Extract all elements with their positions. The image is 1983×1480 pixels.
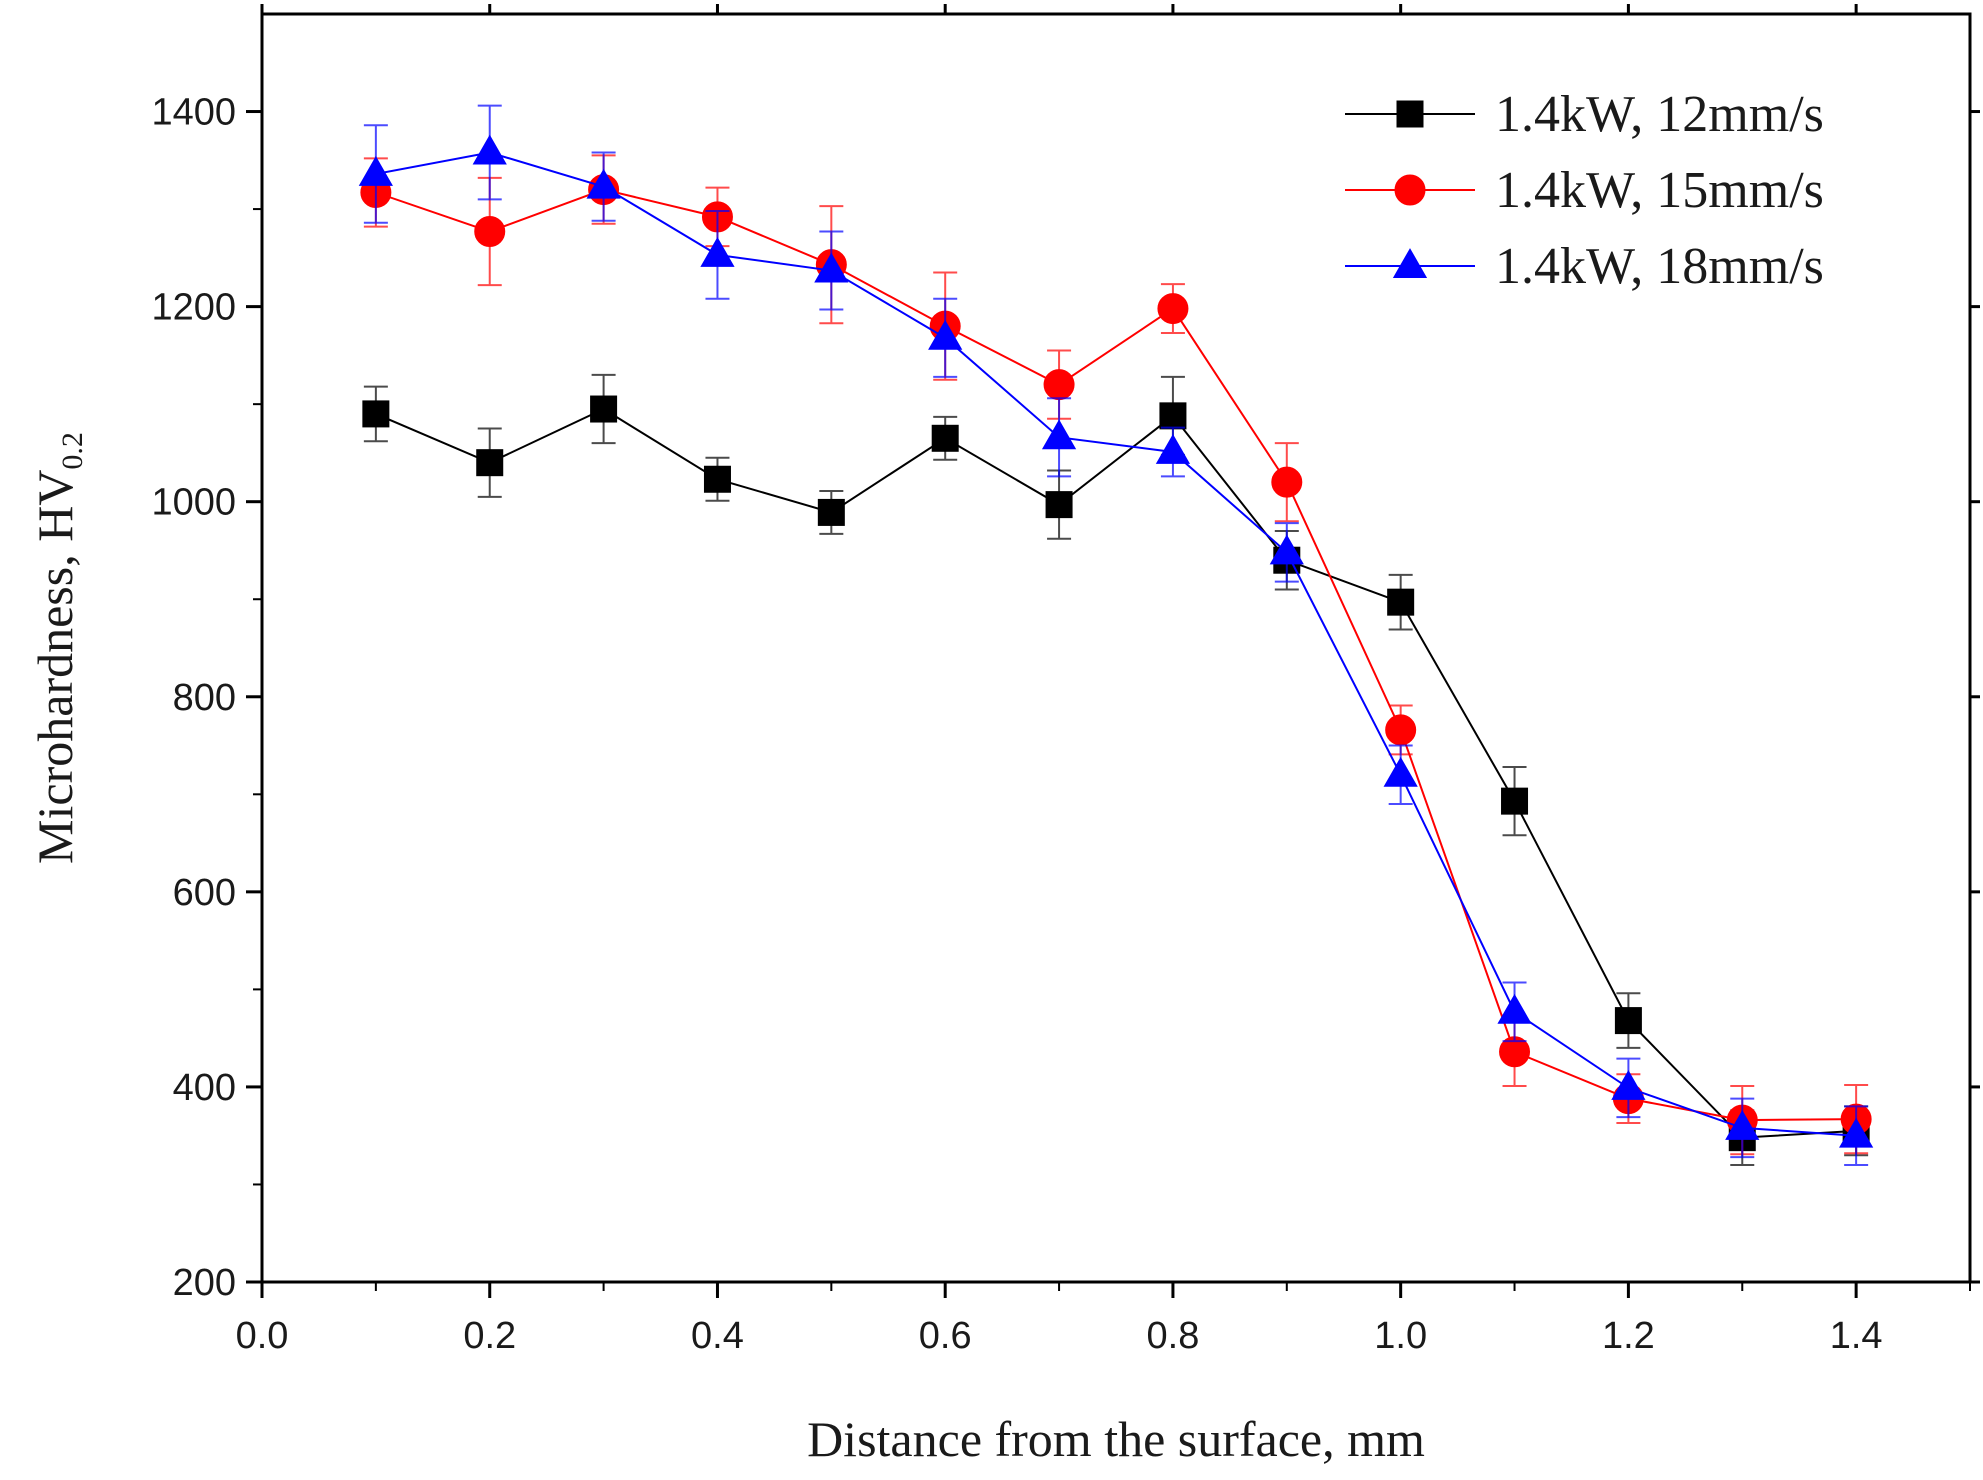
- x-tick-label: 0.0: [236, 1315, 289, 1357]
- data-point: [1383, 756, 1418, 787]
- series-2: [360, 154, 1872, 1156]
- y-tick-label: 1000: [151, 482, 236, 524]
- x-tick-label: 0.8: [1147, 1315, 1200, 1357]
- data-point: [1385, 714, 1417, 746]
- data-point: [703, 465, 731, 493]
- data-point: [590, 395, 618, 423]
- x-tick-label: 1.2: [1602, 1315, 1655, 1357]
- data-point: [1839, 1117, 1874, 1148]
- data-point: [1159, 402, 1187, 430]
- data-point: [1043, 369, 1075, 401]
- y-tick-label: 1400: [151, 92, 236, 134]
- y-tick-label: 600: [173, 872, 236, 914]
- y-axis-title-main: Microhardness, HV: [27, 470, 83, 864]
- y-axis-title-subscript: 0.2: [56, 432, 89, 470]
- series-line: [375, 188, 1857, 1122]
- series-3: [358, 104, 1874, 1166]
- plot-frame: [260, 12, 1972, 1284]
- data-point: [1045, 491, 1073, 519]
- data-point: [586, 168, 621, 199]
- data-point: [474, 216, 506, 248]
- data-point: [1387, 588, 1415, 616]
- data-point: [472, 134, 507, 165]
- y-tick-label: 200: [173, 1262, 236, 1304]
- data-point: [931, 424, 959, 452]
- legend-item: 1.4kW, 12mm/s: [1345, 86, 1824, 143]
- data-point: [476, 449, 504, 477]
- y-tick-label: 1200: [151, 287, 236, 329]
- data-point: [362, 400, 390, 428]
- x-tick-label: 0.4: [691, 1315, 744, 1357]
- data-point: [817, 498, 845, 526]
- data-point: [358, 156, 393, 186]
- legend: 1.4kW, 12mm/s 1.4kW, 15mm/s 1.4kW, 18mm/s: [1345, 86, 1824, 295]
- y-axis-title: Microhardness, HV0.2: [27, 432, 89, 864]
- series-line: [375, 407, 1857, 1139]
- series-1: [362, 373, 1870, 1166]
- data-point: [1157, 293, 1189, 325]
- plot-series: [358, 104, 1874, 1166]
- data-point: [700, 236, 735, 267]
- data-point: [1497, 993, 1532, 1024]
- data-point: [1041, 419, 1077, 450]
- axes-ticks: 0.0 0.2 0.4 0.6 0.8 1.0 1.2 1.4 200 400 600 800 1000…: [151, 4, 1980, 1357]
- legend-label: 1.4kW, 12mm/s: [1495, 86, 1824, 143]
- x-tick-label: 1.4: [1830, 1315, 1883, 1357]
- x-tick-label: 1.0: [1374, 1315, 1427, 1357]
- data-point: [928, 319, 963, 350]
- x-axis-title: Distance from the surface, mm: [807, 1411, 1425, 1467]
- legend-marker: [1396, 100, 1424, 128]
- series-line: [375, 151, 1857, 1137]
- data-point: [1725, 1109, 1760, 1140]
- data-point: [1155, 434, 1191, 464]
- data-point: [1501, 787, 1529, 815]
- legend-label: 1.4kW, 15mm/s: [1495, 162, 1824, 219]
- x-tick-label: 0.6: [919, 1315, 972, 1357]
- y-tick-label: 800: [173, 677, 236, 719]
- data-point: [1269, 534, 1304, 565]
- data-point: [1271, 466, 1303, 498]
- legend-marker: [1394, 174, 1426, 206]
- data-point: [1614, 1007, 1642, 1035]
- data-point: [814, 252, 849, 283]
- x-tick-label: 0.2: [463, 1315, 516, 1357]
- y-tick-label: 400: [173, 1067, 236, 1109]
- legend-marker: [1392, 248, 1428, 278]
- legend-label: 1.4kW, 18mm/s: [1495, 238, 1824, 295]
- data-point: [1611, 1069, 1646, 1100]
- legend-item: 1.4kW, 18mm/s: [1345, 238, 1824, 295]
- legend-item: 1.4kW, 15mm/s: [1345, 162, 1824, 219]
